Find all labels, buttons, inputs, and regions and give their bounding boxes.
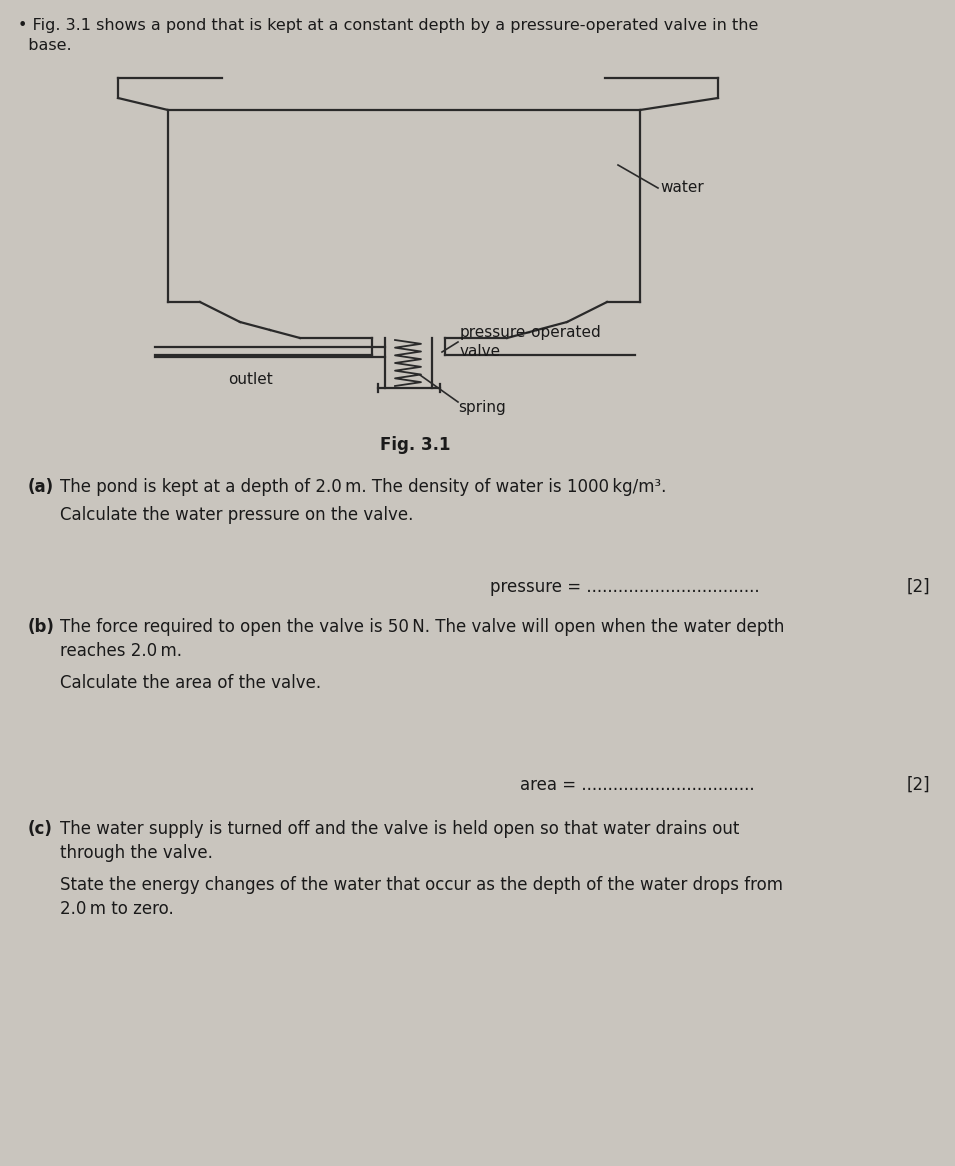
Text: • Fig. 3.1 shows a pond that is kept at a constant depth by a pressure-operated : • Fig. 3.1 shows a pond that is kept at … xyxy=(18,17,758,33)
Text: through the valve.: through the valve. xyxy=(60,844,213,862)
Text: spring: spring xyxy=(458,400,506,415)
Text: [2]: [2] xyxy=(906,777,930,794)
Text: outlet: outlet xyxy=(227,372,272,387)
Text: State the energy changes of the water that occur as the depth of the water drops: State the energy changes of the water th… xyxy=(60,876,783,894)
Text: [2]: [2] xyxy=(906,578,930,596)
Text: pressure = .................................: pressure = .............................… xyxy=(490,578,759,596)
Text: Calculate the area of the valve.: Calculate the area of the valve. xyxy=(60,674,321,691)
Text: Calculate the water pressure on the valve.: Calculate the water pressure on the valv… xyxy=(60,506,414,524)
Text: 2.0 m to zero.: 2.0 m to zero. xyxy=(60,900,174,918)
Text: water: water xyxy=(660,181,704,196)
Text: Fig. 3.1: Fig. 3.1 xyxy=(380,436,450,454)
Text: reaches 2.0 m.: reaches 2.0 m. xyxy=(60,642,182,660)
Text: (a): (a) xyxy=(28,478,54,496)
Text: pressure-operated
valve: pressure-operated valve xyxy=(460,324,602,359)
Text: area = .................................: area = ................................. xyxy=(520,777,754,794)
Text: The pond is kept at a depth of 2.0 m. The density of water is 1000 kg/m³.: The pond is kept at a depth of 2.0 m. Th… xyxy=(60,478,667,496)
Text: (c): (c) xyxy=(28,820,53,838)
Text: (b): (b) xyxy=(28,618,54,635)
Text: base.: base. xyxy=(18,38,72,52)
Text: The water supply is turned off and the valve is held open so that water drains o: The water supply is turned off and the v… xyxy=(60,820,739,838)
Text: The force required to open the valve is 50 N. The valve will open when the water: The force required to open the valve is … xyxy=(60,618,784,635)
